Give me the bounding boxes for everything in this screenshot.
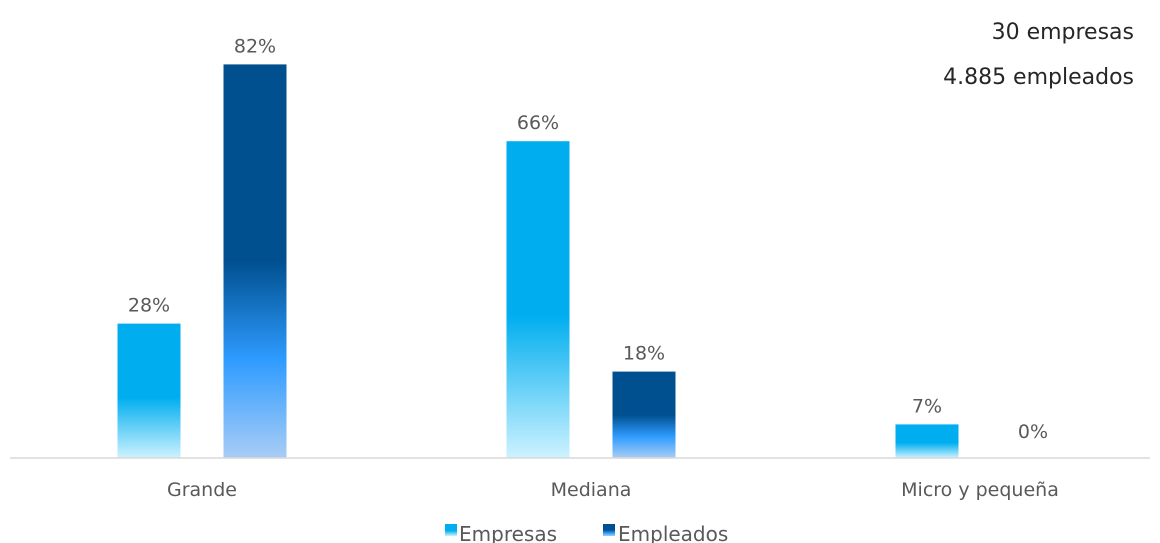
bar-empleados-mediana	[612, 371, 676, 458]
data-label-empresas-mediana: 66%	[517, 112, 559, 134]
annotation-empresas-count: 30 empresas	[992, 20, 1134, 45]
data-label-empresas-micro-y-pequena: 7%	[912, 395, 942, 417]
bar-empresas-micro-y-pequena	[895, 424, 959, 458]
legend-swatch-empleados	[603, 524, 615, 536]
annotation-empleados-count: 4.885 empleados	[943, 65, 1134, 90]
legend-swatch-empresas	[445, 524, 457, 536]
bar-empresas-mediana	[506, 141, 570, 458]
legend: Empresas Empleados	[445, 522, 728, 543]
legend-label-empleados: Empleados	[618, 522, 728, 543]
category-label-micro-y-pequena: Micro y pequeña	[901, 479, 1059, 501]
legend-label-empresas: Empresas	[459, 522, 557, 543]
bar-empresas-grande	[117, 323, 181, 458]
category-label-mediana: Mediana	[551, 479, 632, 501]
bar-empleados-grande	[223, 64, 287, 459]
data-label-empleados-mediana: 18%	[623, 343, 665, 365]
data-label-empresas-grande: 28%	[128, 295, 170, 317]
data-label-empleados-micro-y-pequena: 0%	[1018, 421, 1048, 443]
data-label-empleados-grande: 82%	[234, 35, 276, 57]
category-label-grande: Grande	[167, 479, 237, 501]
